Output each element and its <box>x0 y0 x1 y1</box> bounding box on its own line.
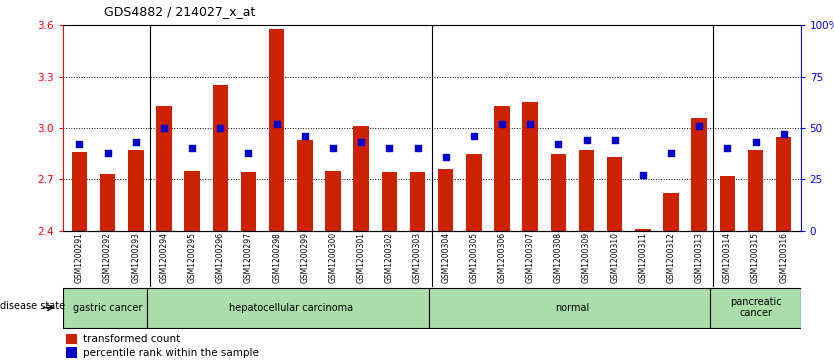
Text: GDS4882 / 214027_x_at: GDS4882 / 214027_x_at <box>104 5 256 18</box>
Point <box>608 137 621 143</box>
Point <box>665 150 678 155</box>
Text: GSM1200295: GSM1200295 <box>188 232 197 283</box>
Bar <box>184 171 200 231</box>
Text: GSM1200314: GSM1200314 <box>723 232 732 283</box>
Text: percentile rank within the sample: percentile rank within the sample <box>83 347 259 358</box>
Text: GSM1200300: GSM1200300 <box>329 232 338 283</box>
Bar <box>382 172 397 231</box>
Point <box>692 123 706 129</box>
Text: GSM1200312: GSM1200312 <box>666 232 676 283</box>
Point <box>354 139 368 145</box>
Point <box>777 131 791 137</box>
Text: normal: normal <box>555 303 590 313</box>
Text: GSM1200313: GSM1200313 <box>695 232 704 283</box>
Bar <box>269 29 284 231</box>
Point <box>270 121 284 127</box>
Text: GSM1200316: GSM1200316 <box>779 232 788 283</box>
Bar <box>438 169 454 231</box>
Text: hepatocellular carcinoma: hepatocellular carcinoma <box>229 303 353 313</box>
Text: GSM1200305: GSM1200305 <box>470 232 479 283</box>
Text: GSM1200302: GSM1200302 <box>384 232 394 283</box>
Text: GSM1200291: GSM1200291 <box>75 232 84 283</box>
Text: GSM1200301: GSM1200301 <box>357 232 365 283</box>
Point <box>73 142 86 147</box>
Point <box>721 146 734 151</box>
Point <box>636 172 650 178</box>
Point <box>580 137 593 143</box>
Text: pancreatic
cancer: pancreatic cancer <box>730 297 781 318</box>
Bar <box>579 150 595 231</box>
Bar <box>66 334 78 344</box>
Point <box>383 146 396 151</box>
Text: GSM1200315: GSM1200315 <box>751 232 760 283</box>
Point <box>158 125 171 131</box>
Text: GSM1200310: GSM1200310 <box>610 232 619 283</box>
Point <box>185 146 198 151</box>
Text: GSM1200299: GSM1200299 <box>300 232 309 283</box>
Text: GSM1200292: GSM1200292 <box>103 232 112 283</box>
Bar <box>128 150 143 231</box>
Point <box>552 142 565 147</box>
Bar <box>213 85 228 231</box>
Point <box>495 121 509 127</box>
Text: GSM1200303: GSM1200303 <box>413 232 422 283</box>
Bar <box>325 171 341 231</box>
Bar <box>776 136 791 231</box>
Point <box>101 150 114 155</box>
Bar <box>522 102 538 231</box>
Bar <box>100 174 115 231</box>
Text: GSM1200293: GSM1200293 <box>131 232 140 283</box>
Bar <box>550 154 566 231</box>
Point <box>411 146 425 151</box>
Text: disease state: disease state <box>0 301 65 311</box>
Bar <box>297 140 313 231</box>
Text: GSM1200294: GSM1200294 <box>159 232 168 283</box>
Bar <box>691 118 707 231</box>
Bar <box>156 106 172 231</box>
Text: GSM1200296: GSM1200296 <box>216 232 225 283</box>
Bar <box>607 157 622 231</box>
Text: GSM1200307: GSM1200307 <box>525 232 535 283</box>
Point <box>326 146 339 151</box>
Point <box>298 133 311 139</box>
Bar <box>409 172 425 231</box>
Bar <box>354 126 369 231</box>
Bar <box>711 287 801 328</box>
Point <box>214 125 227 131</box>
Bar <box>663 193 679 231</box>
Bar <box>466 154 481 231</box>
Point <box>524 121 537 127</box>
Bar <box>241 172 256 231</box>
Text: GSM1200306: GSM1200306 <box>498 232 506 283</box>
Bar <box>63 287 153 328</box>
Bar <box>720 176 735 231</box>
Bar <box>66 347 78 358</box>
Point <box>467 133 480 139</box>
Bar <box>429 287 716 328</box>
Bar <box>748 150 763 231</box>
Text: GSM1200311: GSM1200311 <box>638 232 647 283</box>
Text: GSM1200297: GSM1200297 <box>244 232 253 283</box>
Bar <box>147 287 435 328</box>
Text: GSM1200308: GSM1200308 <box>554 232 563 283</box>
Text: GSM1200298: GSM1200298 <box>272 232 281 283</box>
Point <box>749 139 762 145</box>
Text: GSM1200309: GSM1200309 <box>582 232 591 283</box>
Point <box>242 150 255 155</box>
Text: transformed count: transformed count <box>83 334 180 344</box>
Point <box>129 139 143 145</box>
Bar <box>495 106 510 231</box>
Point <box>439 154 452 160</box>
Text: gastric cancer: gastric cancer <box>73 303 143 313</box>
Bar <box>72 152 88 231</box>
Bar <box>636 229 651 231</box>
Text: GSM1200304: GSM1200304 <box>441 232 450 283</box>
